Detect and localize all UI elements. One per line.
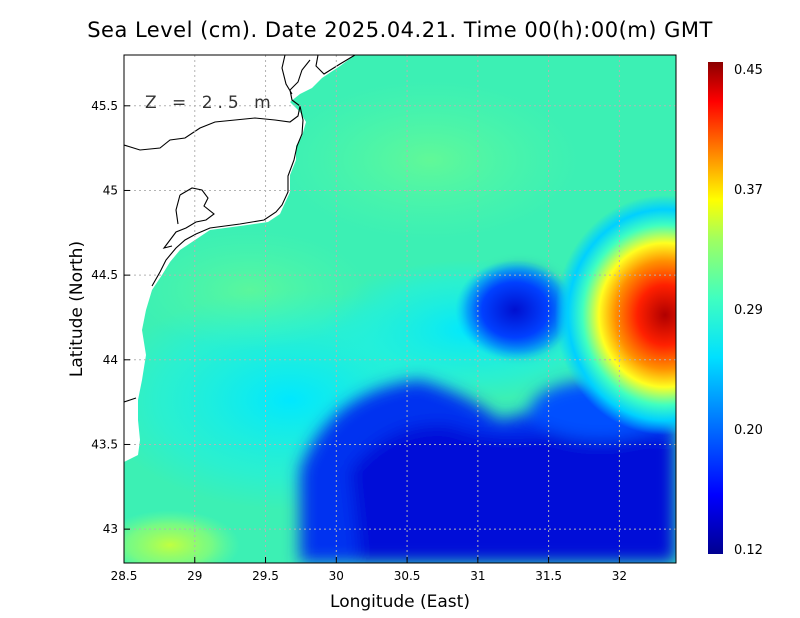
y-tick-label: 45.5 bbox=[91, 99, 118, 113]
y-tick-label: 43 bbox=[103, 522, 118, 536]
y-tick-label: 44.5 bbox=[91, 268, 118, 282]
x-tick-label: 31 bbox=[470, 569, 485, 583]
x-tick-label: 29 bbox=[187, 569, 202, 583]
x-tick-label: 28.5 bbox=[111, 569, 138, 583]
y-tick-label: 45 bbox=[103, 183, 118, 197]
x-tick-label: 29.5 bbox=[252, 569, 279, 583]
y-axis-title: Latitude (North) bbox=[67, 241, 87, 377]
depth-label: Z = 2.5 m bbox=[145, 93, 276, 113]
land-mass bbox=[124, 55, 355, 462]
colorbar-tick-label: 0.45 bbox=[734, 63, 763, 78]
x-tick-label: 30 bbox=[329, 569, 344, 583]
coastline bbox=[124, 55, 356, 403]
x-tick-label: 30.5 bbox=[394, 569, 421, 583]
y-axis: 43 43.5 44 44.5 45 45.5 bbox=[91, 99, 130, 536]
map-title: Sea Level (cm). Date 2025.04.21. Time 00… bbox=[87, 18, 713, 42]
y-tick-label: 43.5 bbox=[91, 437, 118, 451]
x-axis: 28.5 29 29.5 30 30.5 31 31.5 32 bbox=[111, 557, 627, 583]
colorbar-tick-label: 0.29 bbox=[734, 303, 763, 318]
plot-frame bbox=[123, 54, 677, 564]
colorbar-tick-label: 0.20 bbox=[734, 423, 763, 438]
colorbar-labels: 0.45 0.37 0.29 0.20 0.12 bbox=[734, 63, 763, 558]
grid-lines bbox=[124, 55, 676, 563]
colorbar bbox=[708, 62, 723, 554]
x-axis-title: Longitude (East) bbox=[330, 592, 470, 612]
colorbar-tick-label: 0.12 bbox=[734, 543, 763, 558]
y-tick-label: 44 bbox=[103, 353, 118, 367]
x-tick-label: 31.5 bbox=[535, 569, 562, 583]
colorbar-tick-label: 0.37 bbox=[734, 183, 763, 198]
x-tick-label: 32 bbox=[612, 569, 627, 583]
